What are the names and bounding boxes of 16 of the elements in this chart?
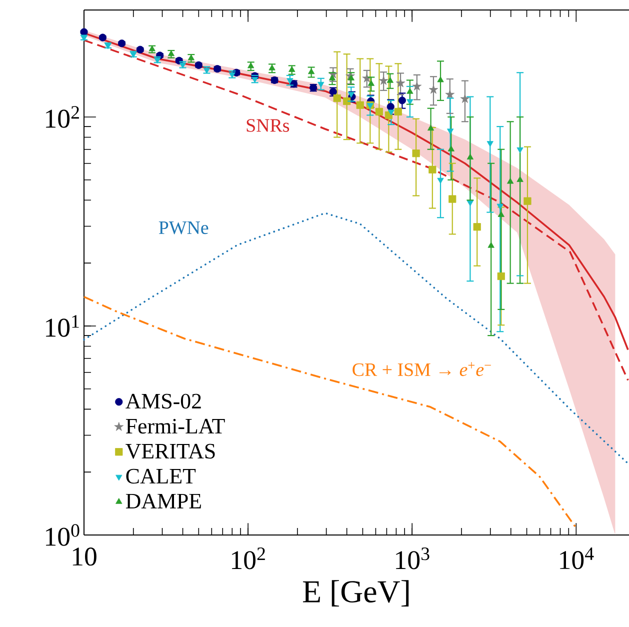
y-tick-label: 10$^{0}$ [46, 524, 80, 546]
legend-label: CALET [126, 468, 196, 484]
series-label: SNRs [246, 119, 290, 132]
x-tick-label: 10$^{3}$ [396, 548, 430, 570]
series-label: CR + ISM → e$^{+}$e$^{−}$ [352, 362, 491, 376]
x-tick-label: 10$^{2}$ [232, 548, 265, 570]
legend-label: Fermi-LAT [126, 418, 225, 434]
x-axis-title: E [GeV] [302, 580, 409, 606]
series-label: PWNe [158, 222, 208, 234]
legend-label: VERITAS [126, 444, 215, 459]
y-tick-label: 10$^{2}$ [46, 106, 79, 128]
legend-label: AMS-02 [126, 394, 201, 409]
legend-label: DAMPE [126, 494, 201, 508]
x-tick-label: 10$^{4}$ [560, 548, 594, 570]
x-tick-label: 10 [72, 548, 96, 566]
y-tick-label: 10$^{1}$ [46, 315, 79, 337]
